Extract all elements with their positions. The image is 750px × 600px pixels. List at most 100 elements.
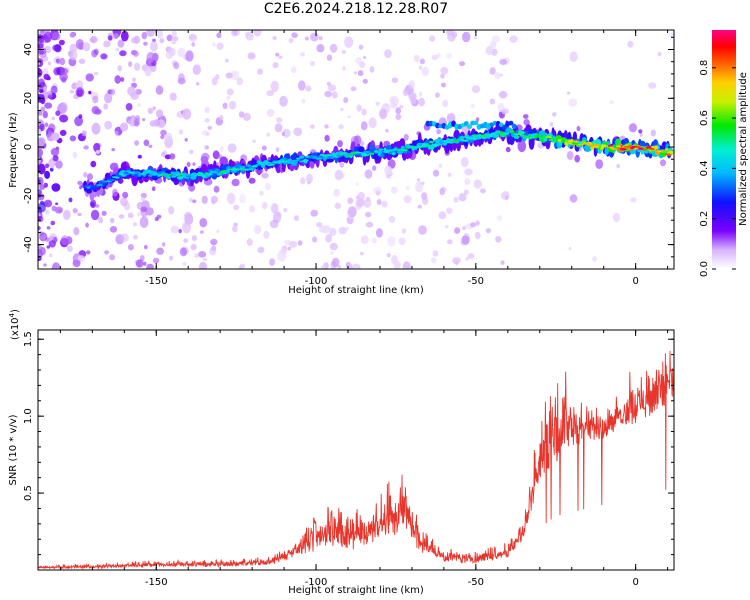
heatmap-cell — [108, 35, 113, 41]
heatmap-cell — [52, 44, 61, 52]
heatmap-cell — [156, 30, 163, 39]
heatmap-cell — [38, 202, 46, 213]
heatmap-cell — [567, 140, 574, 143]
heatmap-cell — [413, 54, 420, 63]
heatmap-cell — [499, 58, 508, 66]
heatmap-cell — [125, 103, 133, 111]
heatmap-cell — [387, 236, 396, 247]
heatmap-cell — [485, 228, 491, 234]
heatmap-cell — [438, 211, 447, 220]
heatmap-cell — [137, 103, 141, 107]
heatmap-cell — [334, 202, 341, 210]
heatmap-cell — [216, 32, 222, 38]
heatmap-cell — [189, 198, 193, 203]
heatmap-cell — [363, 150, 371, 153]
heatmap-cell — [564, 142, 569, 146]
heatmap-cell — [385, 128, 389, 133]
heatmap-cell — [657, 51, 662, 57]
x-tick-label: -100 — [305, 577, 328, 588]
heatmap-cell — [320, 265, 326, 269]
heatmap-cell — [331, 257, 340, 268]
heatmap-cell — [77, 180, 83, 185]
heatmap-cell — [48, 240, 56, 248]
heatmap-cell — [38, 34, 45, 44]
heatmap-cell — [321, 225, 331, 234]
heatmap-cell — [166, 173, 172, 176]
heatmap-cell — [638, 129, 643, 134]
heatmap-cell — [307, 181, 311, 185]
heatmap-cell — [464, 178, 471, 186]
heatmap-cell — [140, 192, 147, 199]
heatmap-cell — [501, 191, 510, 200]
heatmap-cell — [499, 73, 504, 77]
heatmap-cell — [93, 142, 101, 153]
heatmap-cell — [375, 228, 383, 238]
heatmap-cell — [386, 252, 391, 258]
heatmap-cell — [69, 89, 74, 94]
heatmap-cell — [325, 234, 333, 243]
heatmap-cell — [384, 49, 392, 59]
heatmap-cell — [182, 262, 187, 266]
heatmap-cell — [49, 167, 54, 172]
heatmap-cell — [144, 66, 152, 77]
heatmap-cell — [431, 257, 437, 264]
heatmap-cell — [408, 80, 415, 89]
heatmap-cell — [190, 243, 197, 251]
heatmap-cell — [55, 202, 59, 206]
heatmap-cell — [204, 106, 210, 114]
heatmap-cell — [360, 141, 365, 147]
heatmap-cell — [399, 104, 404, 109]
heatmap-cell — [277, 250, 287, 262]
heatmap-cell — [231, 30, 238, 37]
heatmap-cell — [391, 186, 398, 194]
heatmap-cell — [75, 39, 84, 50]
heatmap-cell — [48, 123, 56, 133]
heatmap-cell — [385, 145, 392, 151]
heatmap-cell — [178, 229, 182, 234]
heatmap-cell — [125, 170, 132, 173]
heatmap-cell — [130, 49, 138, 56]
heatmap-cell — [257, 161, 265, 165]
heatmap-cell — [615, 145, 621, 148]
colorbar-tick-label: 0.6 — [699, 110, 710, 126]
heatmap-cell — [92, 95, 99, 104]
heatmap-cell — [228, 100, 237, 110]
heatmap-cell — [494, 134, 500, 137]
heatmap-cell — [40, 106, 46, 112]
heatmap-cell — [489, 98, 496, 105]
heatmap-cell — [316, 222, 323, 228]
heatmap-cell — [39, 184, 46, 190]
heatmap-cell — [51, 32, 61, 41]
heatmap-cell — [225, 72, 233, 79]
heatmap-cell — [38, 110, 43, 116]
y-tick-label: 0.5 — [23, 485, 34, 501]
heatmap-cell — [44, 209, 50, 215]
heatmap-cell — [200, 230, 204, 234]
heatmap-cell — [160, 134, 165, 140]
heatmap-cell — [347, 115, 351, 119]
heatmap-cell — [86, 186, 91, 189]
heatmap-cell — [649, 147, 655, 151]
heatmap-cell — [357, 70, 364, 77]
heatmap-cell — [460, 156, 469, 168]
heatmap-cell — [438, 163, 443, 168]
heatmap-cell — [47, 61, 52, 66]
heatmap-cell — [628, 123, 638, 133]
heatmap-cell — [627, 41, 634, 48]
heatmap-cell — [261, 202, 268, 210]
x-tick-label: -100 — [305, 276, 328, 287]
snr-series-line — [38, 350, 674, 570]
heatmap-cell — [230, 70, 240, 81]
heatmap-cell — [39, 123, 45, 132]
heatmap-cell — [211, 199, 216, 205]
heatmap-cell — [470, 222, 477, 228]
heatmap-cell — [424, 144, 431, 147]
heatmap-cell — [118, 214, 125, 219]
heatmap-cell — [253, 30, 262, 37]
heatmap-cell — [402, 261, 411, 269]
heatmap-cell — [325, 154, 331, 157]
heatmap-cell — [329, 227, 337, 237]
heatmap-cell — [160, 129, 167, 136]
heatmap-cell — [419, 65, 422, 70]
heatmap-cell — [446, 113, 456, 123]
